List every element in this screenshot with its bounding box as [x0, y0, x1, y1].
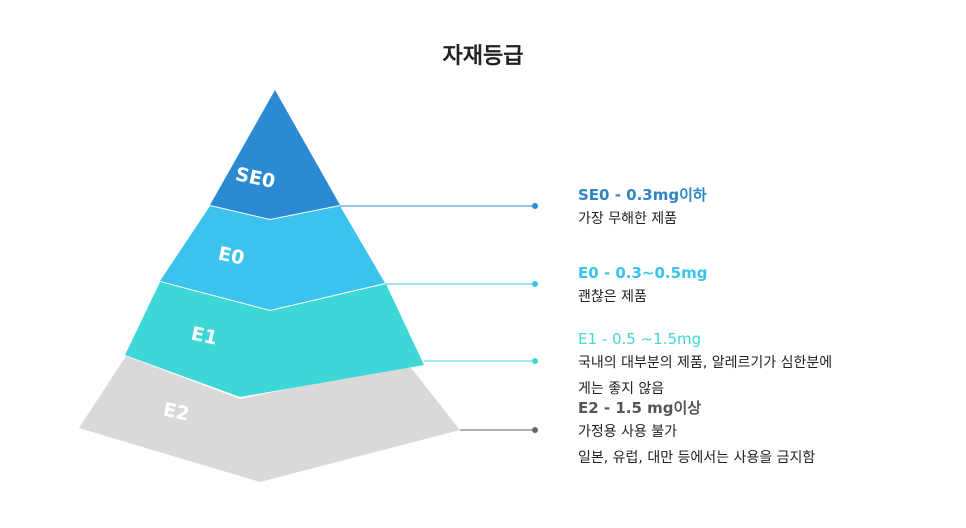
- tier-e0-label: E0: [216, 243, 246, 270]
- tier-e1-description: E1 - 0.5 ~1.5mg 국내의 대부분의 제품, 알레르기가 심한분에 …: [578, 328, 832, 402]
- tier-se0-description: SE0 - 0.3mg이하 가장 무해한 제품: [578, 184, 707, 232]
- tier-e2-shape: [79, 356, 460, 482]
- leader-dot-e0: [532, 281, 538, 287]
- leader-dot-e2: [532, 427, 538, 433]
- tier-se0-heading: SE0 - 0.3mg이하: [578, 186, 707, 204]
- tier-e0-heading: E0 - 0.3~0.5mg: [578, 264, 708, 282]
- tier-e1-label: E1: [189, 323, 219, 350]
- tier-e2-description: E2 - 1.5 mg이상 가정용 사용 불가 일본, 유럽, 대만 등에서는 …: [578, 397, 815, 471]
- tier-e0-description: E0 - 0.3~0.5mg 괜찮은 제품: [578, 262, 707, 310]
- tier-e1-heading: E1 - 0.5 ~1.5mg: [578, 330, 702, 348]
- tier-e2-line-2: 일본, 유럽, 대만 등에서는 사용을 금지함: [578, 450, 816, 466]
- tier-e2-heading: E2 - 1.5 mg이상: [578, 399, 702, 417]
- tier-e0-shape: [160, 206, 385, 310]
- tier-e2-line-1: 가정용 사용 불가: [578, 424, 678, 440]
- tier-se0-shape: [210, 90, 340, 219]
- tier-e1-shape: [125, 282, 424, 397]
- tier-e1-line-2: 게는 좋지 않음: [578, 381, 665, 397]
- leader-dot-se0: [532, 203, 538, 209]
- leader-dot-e1: [532, 358, 538, 364]
- diagram-title: 자재등급: [442, 44, 524, 69]
- tier-e2-label: E2: [161, 399, 191, 426]
- tier-e1-line-1: 국내의 대부분의 제품, 알레르기가 심한분에: [578, 355, 833, 371]
- tier-se0-line-1: 가장 무해한 제품: [578, 211, 678, 227]
- tier-e0-line-1: 괜찮은 제품: [578, 289, 647, 305]
